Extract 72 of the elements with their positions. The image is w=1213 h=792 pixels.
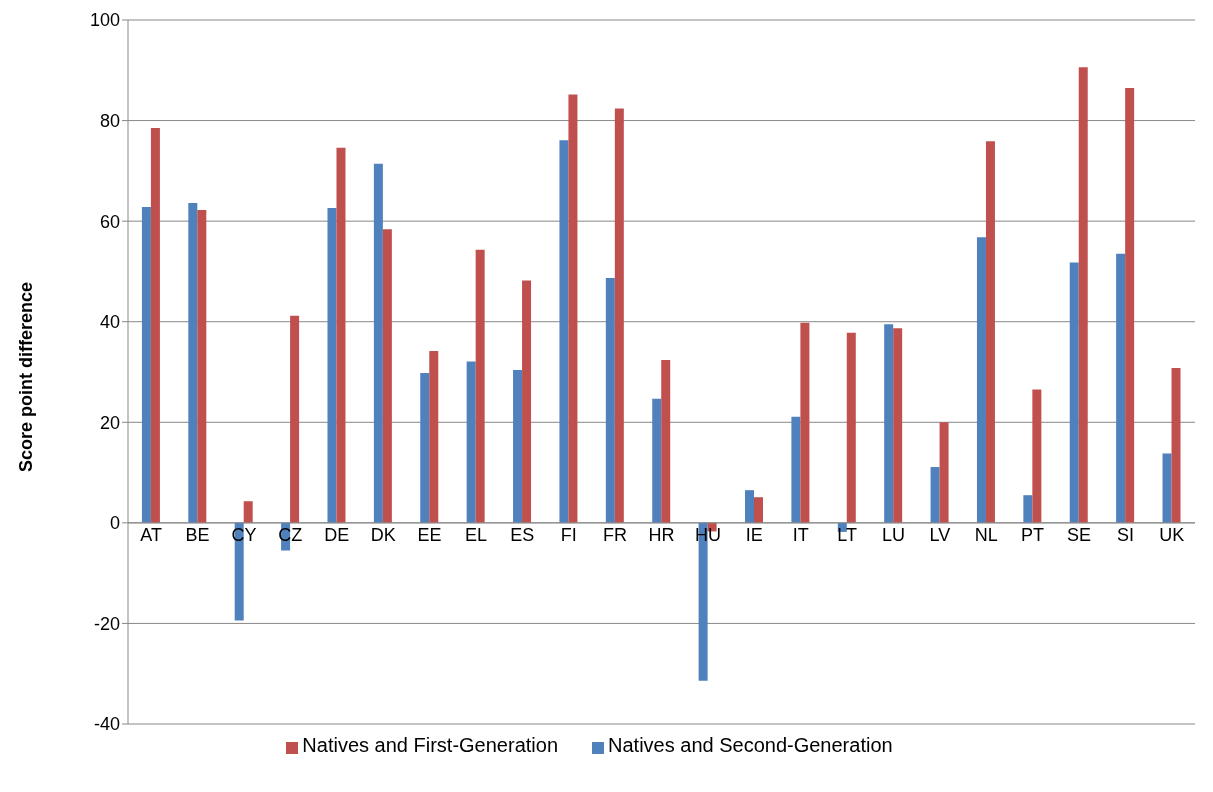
bar — [373, 163, 383, 523]
x-tick-label: ES — [510, 524, 535, 545]
bar — [1162, 453, 1172, 523]
bar — [327, 208, 337, 523]
y-tick-label: -40 — [93, 714, 120, 735]
x-tick-label: SE — [1067, 524, 1092, 545]
x-tick-label: FI — [560, 524, 577, 545]
x-tick-label: DK — [370, 524, 396, 545]
bar — [884, 324, 894, 523]
bar — [791, 416, 801, 523]
bar — [754, 497, 763, 523]
bar — [1069, 262, 1079, 523]
y-tick-label: 60 — [99, 211, 120, 232]
x-tick-label: PT — [1021, 524, 1045, 545]
bar — [466, 361, 476, 523]
x-tick-label: SI — [1116, 524, 1134, 545]
y-tick-label: 0 — [109, 513, 120, 534]
bar — [568, 94, 578, 523]
bar — [420, 373, 430, 523]
bar — [800, 322, 810, 523]
bar — [985, 141, 995, 523]
bar — [893, 328, 903, 523]
bar — [197, 210, 207, 523]
bar — [188, 203, 198, 523]
x-tick-label: HR — [648, 524, 675, 545]
bar — [290, 315, 300, 523]
bar — [382, 229, 392, 523]
bar — [1116, 253, 1126, 523]
bar — [846, 332, 856, 523]
x-tick-label: DE — [324, 524, 350, 545]
bar — [1032, 389, 1042, 523]
y-tick-label: 80 — [99, 110, 120, 131]
bar — [652, 398, 662, 523]
bar — [1078, 67, 1088, 523]
bar — [243, 501, 253, 523]
bar — [605, 277, 615, 523]
bar — [559, 140, 569, 523]
bar — [522, 280, 532, 523]
x-tick-label: EE — [417, 524, 442, 545]
bar — [614, 108, 624, 523]
x-tick-label: UK — [1159, 524, 1185, 545]
legend-label: Natives and Second-Generation — [608, 734, 893, 756]
y-tick-label: -20 — [93, 613, 120, 634]
bar — [939, 422, 949, 523]
x-tick-label: NL — [974, 524, 998, 545]
bar — [141, 207, 151, 523]
y-axis-title: Score point difference — [16, 281, 37, 472]
bar — [1023, 495, 1033, 523]
bar — [745, 490, 754, 523]
x-tick-label: LT — [837, 524, 857, 545]
bar — [150, 128, 160, 523]
y-tick-label: 20 — [99, 412, 120, 433]
x-tick-label: BE — [185, 524, 210, 545]
y-tick-label: 40 — [99, 312, 120, 333]
x-tick-label: LV — [929, 524, 951, 545]
x-tick-label: FR — [603, 524, 628, 545]
x-tick-label: IE — [745, 524, 763, 545]
bar — [661, 359, 671, 523]
bar — [475, 249, 485, 523]
x-tick-label: EL — [464, 524, 487, 545]
bar — [976, 237, 986, 523]
bar — [336, 147, 346, 523]
bar — [1125, 87, 1135, 523]
x-tick-label: LU — [881, 524, 905, 545]
x-tick-label: IT — [792, 524, 809, 545]
bar — [429, 350, 439, 523]
y-tick-label: 100 — [89, 10, 120, 31]
x-tick-label: AT — [140, 524, 163, 545]
bar — [1171, 367, 1181, 523]
bar — [930, 467, 940, 523]
legend-label: Natives and First-Generation — [302, 734, 559, 756]
bar — [513, 369, 523, 523]
